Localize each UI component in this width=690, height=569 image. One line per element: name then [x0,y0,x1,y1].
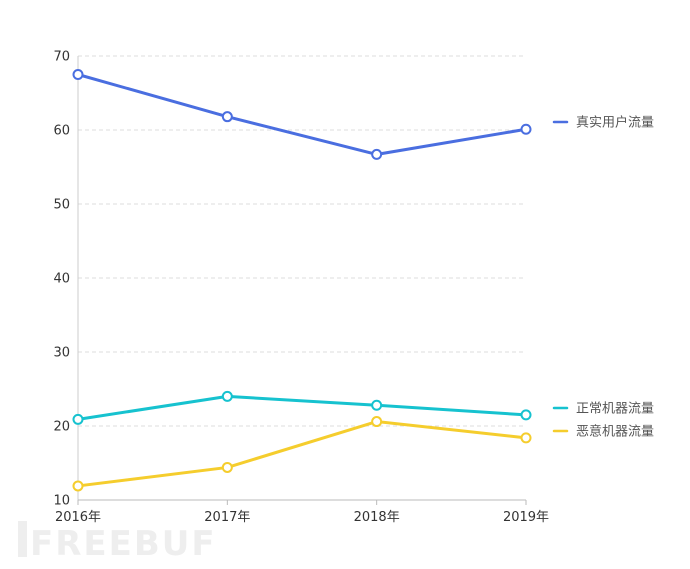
watermark-logo-bar [18,521,27,557]
data-point [221,111,233,123]
data-point [221,461,233,473]
data-point [72,69,84,80]
data-point [221,390,233,402]
series-line [76,420,528,488]
watermark-text: FREEBUF [30,524,217,564]
y-tick-label: 70 [53,50,70,65]
y-tick-label: 40 [53,272,70,287]
x-tick-label: 2019年 [503,510,549,525]
data-point [371,399,383,411]
data-point [520,409,532,421]
data-point [371,416,383,428]
y-tick-label: 50 [53,198,70,213]
legend-label: 正常机器流量 [576,402,654,417]
y-tick-label: 20 [53,420,70,435]
series-line [76,73,528,156]
data-point [371,148,383,160]
data-point [520,123,532,135]
legend-label: 恶意机器流量 [576,424,654,440]
y-tick-label: 30 [53,346,70,361]
series-line [76,394,528,421]
series-lines [72,69,532,492]
data-point [72,480,84,492]
legend-label: 真实用户流量 [576,115,654,131]
x-tick-label: 2016年 [55,510,101,525]
y-tick-label: 60 [53,124,70,139]
grid [78,55,526,427]
axes: 10 20 30 40 50 60 70 2016年 2017年 2018年 2019年 [53,50,549,526]
data-point [72,413,84,425]
x-tick-label: 2018年 [354,510,400,525]
watermark: FREEBUF [18,521,217,564]
data-point [520,432,532,444]
y-tick-label: 10 [53,494,70,509]
x-tick-label: 2017年 [204,510,250,525]
